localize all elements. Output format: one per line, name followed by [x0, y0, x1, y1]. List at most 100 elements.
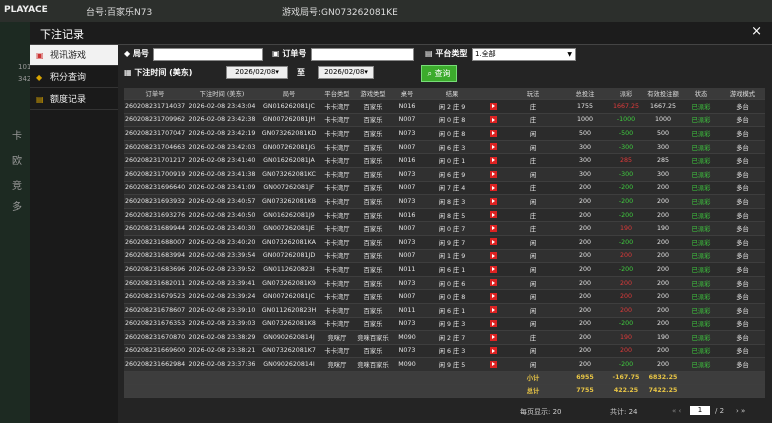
- table-cell: 260208231707047: [124, 126, 186, 141]
- replay-cell: [482, 167, 504, 182]
- table-cell: 庄: [504, 113, 562, 128]
- table-cell: 卡卡湾厅: [320, 194, 354, 209]
- table-cell: 1667.25: [644, 99, 682, 114]
- table-cell: N007: [392, 113, 422, 128]
- replay-icon[interactable]: [489, 184, 497, 192]
- replay-icon[interactable]: [489, 320, 497, 328]
- table-cell: 闲 1 庄 9: [422, 249, 482, 264]
- table-cell: 多台: [720, 194, 765, 209]
- table-cell: 200: [608, 303, 644, 318]
- table-cell: GN073262081K8: [258, 317, 320, 332]
- table-cell: 已派彩: [682, 344, 720, 359]
- replay-icon[interactable]: [489, 116, 497, 124]
- table-cell: 2026-02-08 23:42:03: [186, 140, 258, 155]
- replay-icon[interactable]: [489, 143, 497, 151]
- table-cell: 多台: [720, 208, 765, 223]
- replay-icon[interactable]: [489, 265, 497, 273]
- platform-select[interactable]: 1.全部 ▼: [472, 48, 576, 61]
- table-cell: -300: [608, 140, 644, 155]
- replay-icon[interactable]: [489, 306, 497, 314]
- table-row: 260208231688007 2026-02-08 23:40:20 GN0732…: [124, 235, 765, 250]
- table-cell: 190: [608, 221, 644, 236]
- replay-icon[interactable]: [489, 279, 497, 287]
- round-input[interactable]: [153, 48, 263, 61]
- query-button[interactable]: ⌕ 查询: [421, 65, 457, 82]
- table-cell: 百家乐: [354, 181, 392, 196]
- table-cell: 百家乐: [354, 344, 392, 359]
- table-cell: N073: [392, 276, 422, 291]
- replay-icon[interactable]: [489, 170, 497, 178]
- table-row: 260208231700919 2026-02-08 23:41:38 GN0732…: [124, 167, 765, 182]
- table-row: 260208231707047 2026-02-08 23:42:19 GN0732…: [124, 126, 765, 141]
- table-cell: 卡卡湾厅: [320, 167, 354, 182]
- sidebar-item[interactable]: ▣ 视讯游戏: [30, 45, 118, 66]
- first-page[interactable]: « ‹: [672, 407, 682, 415]
- table-cell: 多台: [720, 167, 765, 182]
- table-cell: 闲: [504, 289, 562, 304]
- table-cell: 闲 6 庄 9: [422, 167, 482, 182]
- platform-label: ▤ 平台类型: [425, 49, 468, 58]
- table-cell: 已派彩: [682, 249, 720, 264]
- table-cell: GN0112620823H: [258, 303, 320, 318]
- close-button[interactable]: ×: [751, 24, 762, 39]
- replay-icon[interactable]: [489, 347, 497, 355]
- table-cell: 多台: [720, 289, 765, 304]
- replay-icon[interactable]: [489, 252, 497, 260]
- date-to-value: 2026/02/08: [324, 68, 365, 76]
- table-cell: 已派彩: [682, 357, 720, 372]
- table-cell: 260208231678607: [124, 303, 186, 318]
- table-cell: GN073262081KA: [258, 235, 320, 250]
- replay-icon[interactable]: [489, 211, 497, 219]
- table-cell: 2026-02-08 23:40:57: [186, 194, 258, 209]
- replay-icon[interactable]: [489, 292, 497, 300]
- table-cell: 百家乐: [354, 249, 392, 264]
- table-cell: 闲 9 庄 7: [422, 235, 482, 250]
- table-cell: GN073262081KD: [258, 126, 320, 141]
- table-cell: 百家乐: [354, 194, 392, 209]
- table-cell: 竞咪厅: [320, 357, 354, 372]
- summary-spacer: [682, 384, 765, 398]
- table-cell: 1667.25: [608, 99, 644, 114]
- order-input[interactable]: [311, 48, 414, 61]
- header-cell: 平台类型: [320, 88, 354, 100]
- table-cell: N016: [392, 99, 422, 114]
- table-cell: 卡卡湾厅: [320, 113, 354, 128]
- table-cell: 已派彩: [682, 140, 720, 155]
- table-cell: 200: [644, 289, 682, 304]
- table-cell: 200: [644, 317, 682, 332]
- table-row: 260208231682011 2026-02-08 23:39:41 GN0732…: [124, 276, 765, 291]
- replay-icon[interactable]: [489, 224, 497, 232]
- bet-table: 订单号 下注时间 (美东) 局号 平台类型 游戏类型 桌号 结果 玩法 总投注 派彩 有效投注额 状态…: [124, 88, 765, 398]
- table-cell: 闲 6 庄 1: [422, 262, 482, 277]
- background-side-text: 卡: [12, 131, 22, 142]
- replay-icon[interactable]: [489, 156, 497, 164]
- sidebar-item[interactable]: ▤ 额度记录: [30, 89, 118, 110]
- table-cell: 闲: [504, 303, 562, 318]
- replay-icon[interactable]: [489, 333, 497, 341]
- date-from[interactable]: 2026/02/08▾: [226, 66, 288, 79]
- page-input[interactable]: 1: [690, 406, 710, 415]
- table-cell: N007: [392, 221, 422, 236]
- table-cell: N073: [392, 167, 422, 182]
- table-cell: 200: [644, 235, 682, 250]
- replay-icon[interactable]: [489, 238, 497, 246]
- replay-icon[interactable]: [489, 102, 497, 110]
- table-cell: 260208231669600: [124, 344, 186, 359]
- replay-icon[interactable]: [489, 360, 497, 368]
- table-cell: 190: [644, 330, 682, 345]
- replay-icon[interactable]: [489, 197, 497, 205]
- next-page[interactable]: › »: [736, 407, 746, 415]
- date-to[interactable]: 2026/02/08▾: [318, 66, 374, 79]
- replay-icon[interactable]: [489, 129, 497, 137]
- table-cell: 多台: [720, 276, 765, 291]
- table-cell: 卡卡湾厅: [320, 344, 354, 359]
- table-cell: N011: [392, 262, 422, 277]
- table-cell: 200: [644, 276, 682, 291]
- table-cell: 200: [608, 249, 644, 264]
- to-label: 至: [297, 68, 305, 77]
- table-cell: 500: [562, 126, 608, 141]
- table-cell: 多台: [720, 221, 765, 236]
- sidebar-item[interactable]: ◆ 积分查询: [30, 67, 118, 88]
- table-cell: 闲 0 庄 1: [422, 153, 482, 168]
